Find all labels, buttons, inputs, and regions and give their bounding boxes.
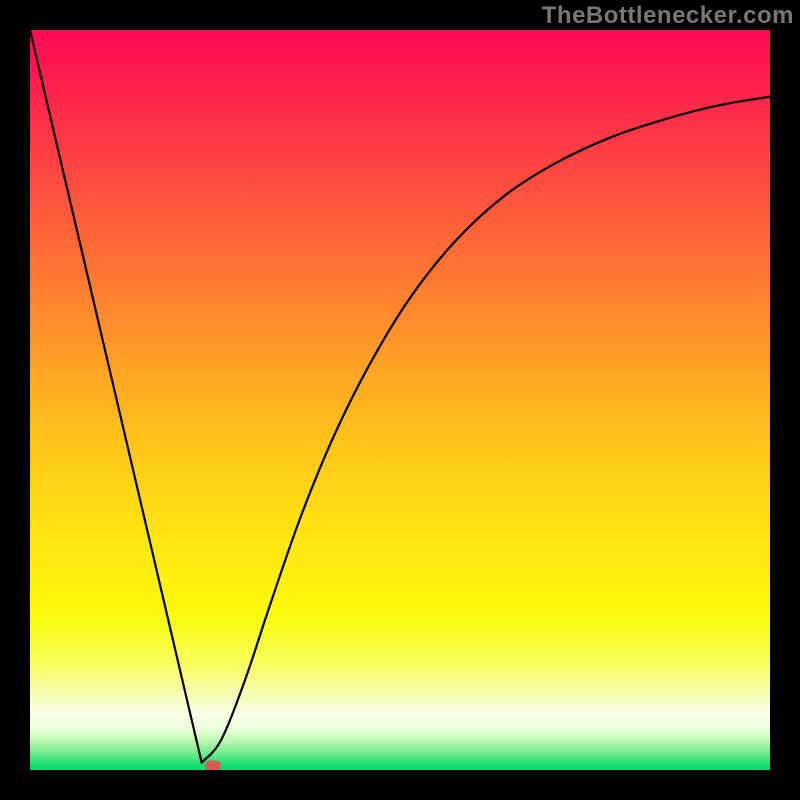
figure-root: TheBottlenecker.com <box>0 0 800 800</box>
plot-area <box>30 30 770 770</box>
watermark-text: TheBottlenecker.com <box>542 2 794 30</box>
current-position-marker <box>30 30 770 770</box>
